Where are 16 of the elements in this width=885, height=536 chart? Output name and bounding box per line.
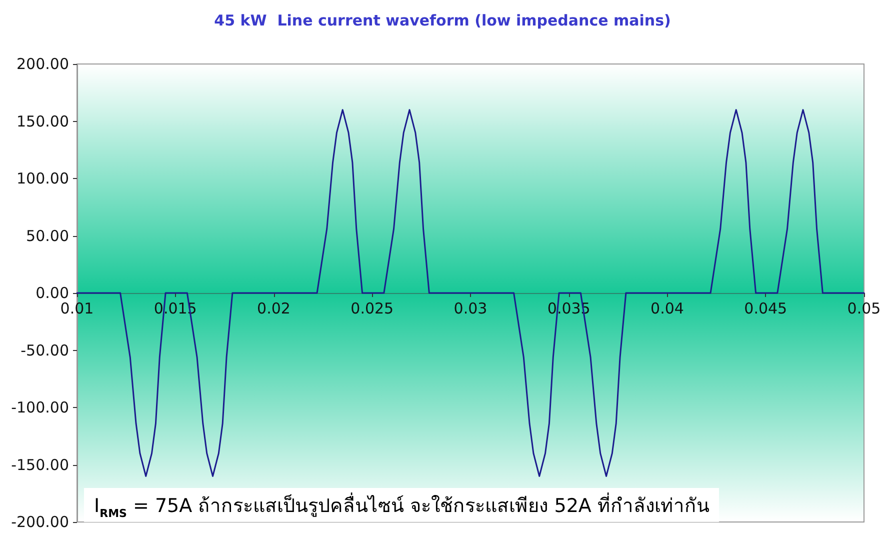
y-tick-label: 0.00	[36, 284, 69, 302]
chart-title: 45 kW Line current waveform (low impedance mains)	[214, 12, 671, 30]
y-tick-label: 150.00	[16, 112, 69, 130]
y-tick-label: 100.00	[16, 170, 69, 188]
y-tick-label: 50.00	[26, 226, 69, 245]
y-tick-label: 200.00	[16, 55, 69, 73]
y-tick-label: -50.00	[20, 341, 69, 360]
x-tick-label: 0.04	[650, 300, 684, 318]
annotation: I$_{RMS}$ = 75A ถ้ากระแสเป็นรูปคลื่นไซน์ จะใช้กระแสเพียง 52A ที่กำลังเท่ากัน	[84, 488, 720, 522]
x-tick-label: 0.025	[350, 300, 394, 318]
y-tick-label: -100.00	[11, 398, 69, 416]
x-tick-label: 0.02	[257, 300, 290, 318]
y-tick-label: -200.00	[11, 513, 69, 531]
x-tick-label: 0.03	[454, 300, 488, 318]
y-tick-label: -150.00	[11, 456, 69, 474]
x-tick-label: 0.045	[744, 300, 788, 318]
